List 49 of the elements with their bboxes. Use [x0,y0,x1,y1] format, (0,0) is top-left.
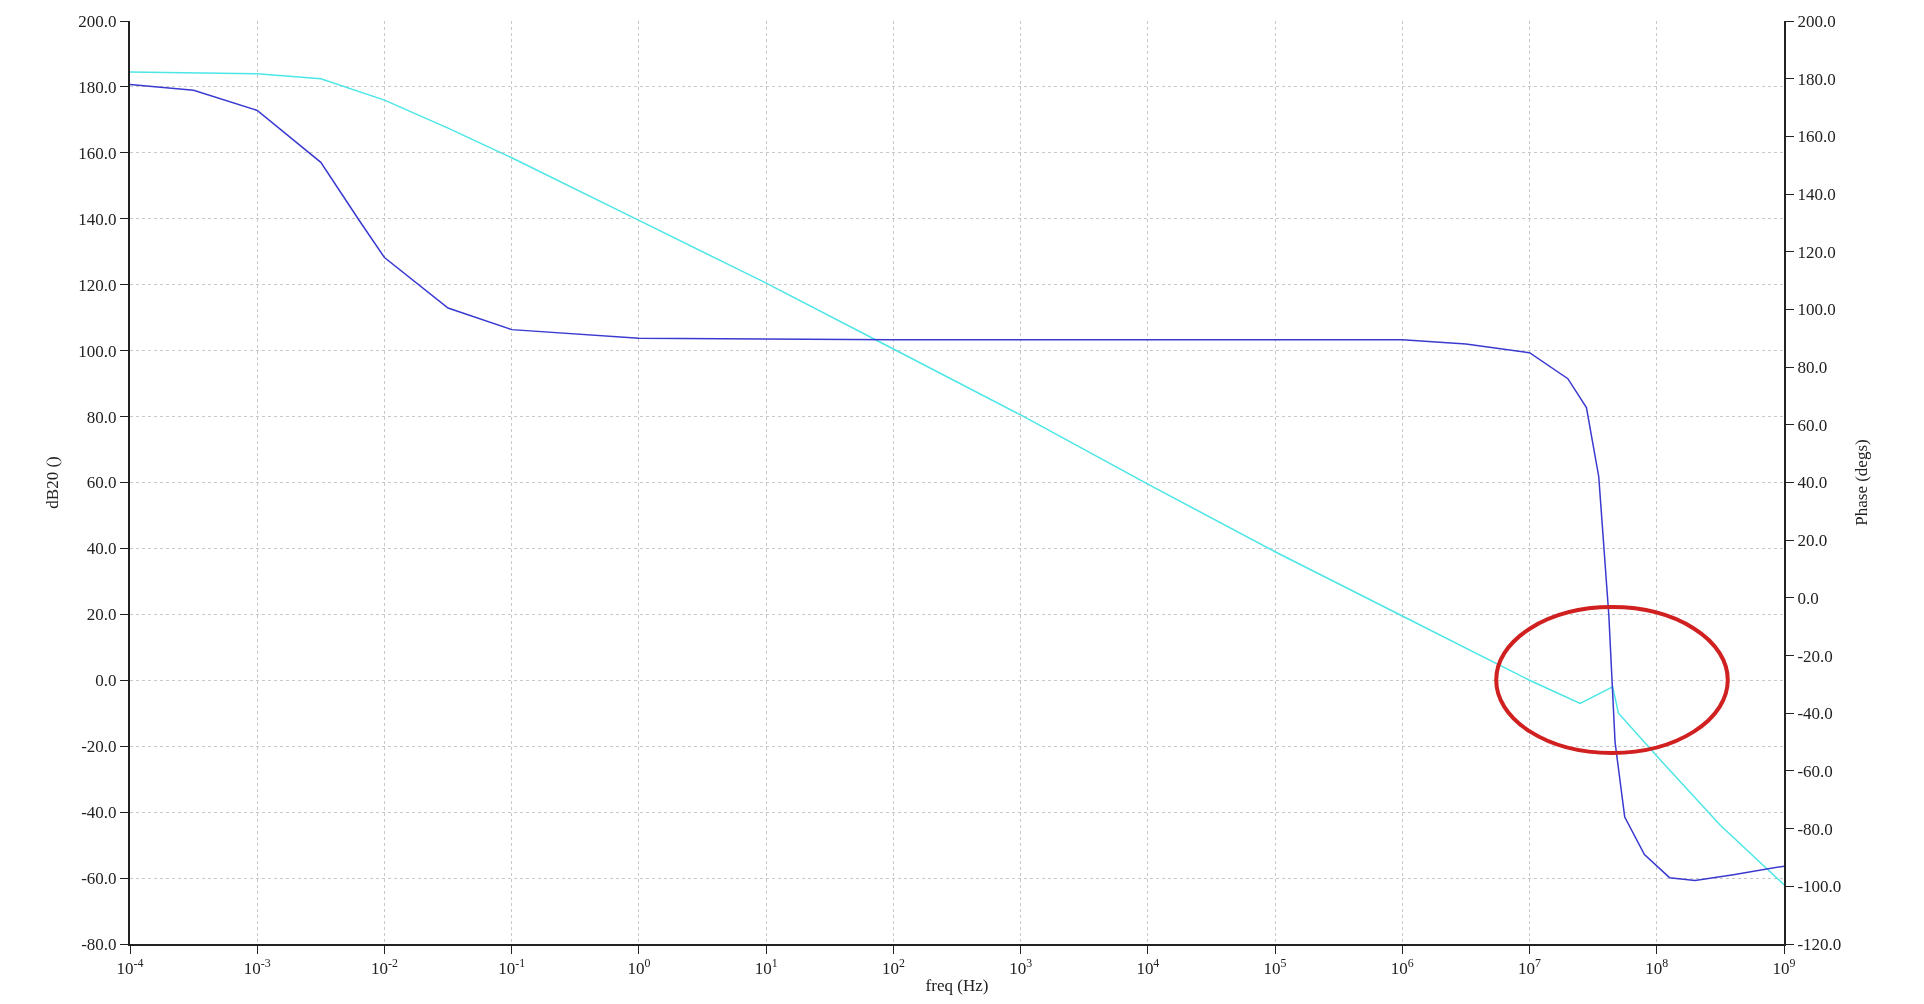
y2-tick-label: -120.0 [1797,934,1842,954]
y2-tick-label: 0.0 [1797,588,1819,608]
x-tick-label: 10$^{-4}$ [116,956,144,979]
y2-tick-label: 180.0 [1797,69,1836,89]
y-tick-label: 200.0 [78,11,117,31]
y2-tick-label: -80.0 [1797,819,1833,839]
y-tick-label: 20.0 [86,605,117,625]
y2-tick-label: 140.0 [1797,185,1836,205]
x-tick-label: 10$^{4}$ [1136,956,1160,979]
y2-tick-label: -20.0 [1797,646,1833,666]
y-tick-label: -60.0 [81,869,117,889]
y2-tick-label: 160.0 [1797,127,1836,147]
x-tick-label: 10$^{7}$ [1518,956,1542,979]
y-tick-label: 100.0 [78,341,117,361]
y2-tick-label: 40.0 [1797,473,1828,493]
y2-tick-label: 20.0 [1797,531,1828,551]
y-tick-label: -40.0 [81,803,117,823]
y-tick-label: 80.0 [86,407,117,427]
y-tick-label: -20.0 [81,737,117,757]
y2-tick-label: 120.0 [1797,242,1836,262]
x-tick-label: 10$^{-1}$ [498,956,526,979]
y-tick-label: 180.0 [78,77,117,97]
x-tick-label: 10$^{9}$ [1772,956,1796,979]
y-tick-label: 120.0 [78,275,117,295]
y2-tick-label: -100.0 [1797,877,1842,897]
x-tick-label: 10$^{0}$ [627,956,651,979]
y-axis-title: dB20 () [43,456,63,509]
y-tick-label: 0.0 [95,671,117,691]
x-axis-title: freq (Hz) [925,976,989,996]
y2-tick-label: 80.0 [1797,358,1828,378]
x-tick-label: 10$^{-3}$ [243,956,271,979]
x-tick-label: 10$^{5}$ [1263,956,1287,979]
y2-axis-title: Phase (degs) [1852,439,1872,526]
y2-tick-label: -60.0 [1797,761,1833,781]
y-tick-label: 140.0 [78,209,117,229]
y-tick-label: 60.0 [86,473,117,493]
x-tick-label: 10$^{1}$ [754,956,778,979]
y2-tick-label: 60.0 [1797,415,1828,435]
y-tick-label: 160.0 [78,143,117,163]
x-tick-label: 10$^{8}$ [1645,956,1669,979]
y2-tick-label: 200.0 [1797,11,1836,31]
y2-tick-label: -40.0 [1797,704,1833,724]
x-tick-label: 10$^{3}$ [1009,956,1033,979]
y-tick-label: 40.0 [86,539,117,559]
y2-tick-label: 100.0 [1797,300,1836,320]
x-tick-label: 10$^{-2}$ [371,956,398,979]
y-tick-label: -80.0 [81,934,117,954]
x-tick-label: 10$^{2}$ [881,956,905,979]
x-tick-label: 10$^{6}$ [1390,956,1414,979]
